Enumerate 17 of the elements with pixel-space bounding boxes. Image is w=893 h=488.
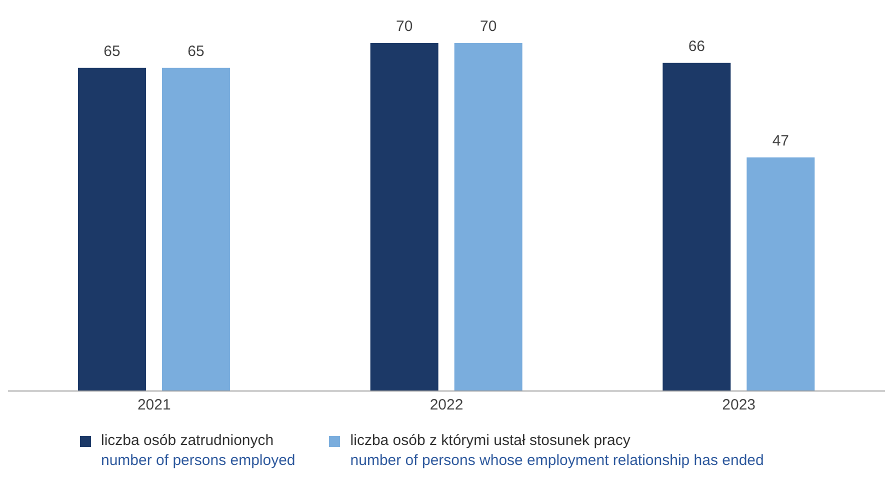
bar: [454, 43, 522, 391]
bar: [162, 68, 230, 391]
data-label: 47: [772, 132, 790, 150]
data-label: 70: [396, 18, 413, 35]
x-tick-label: 2022: [430, 396, 464, 414]
bar: [662, 62, 731, 391]
bar: [746, 157, 815, 391]
data-label: 70: [480, 18, 497, 35]
x-tick-label: 2021: [137, 396, 171, 414]
data-label: 65: [188, 42, 204, 60]
data-label: 66: [688, 38, 706, 55]
legend-label: liczba osób zatrudnionych number of persons employed: [101, 431, 296, 471]
legend-label: liczba osób z którymi ustał stosunek pracy number of persons whose employment relationship has ended: [350, 431, 764, 471]
x-tick-label: 2023: [722, 396, 756, 414]
bar: [370, 43, 438, 391]
bar: [78, 68, 146, 391]
data-label: 65: [104, 42, 120, 60]
